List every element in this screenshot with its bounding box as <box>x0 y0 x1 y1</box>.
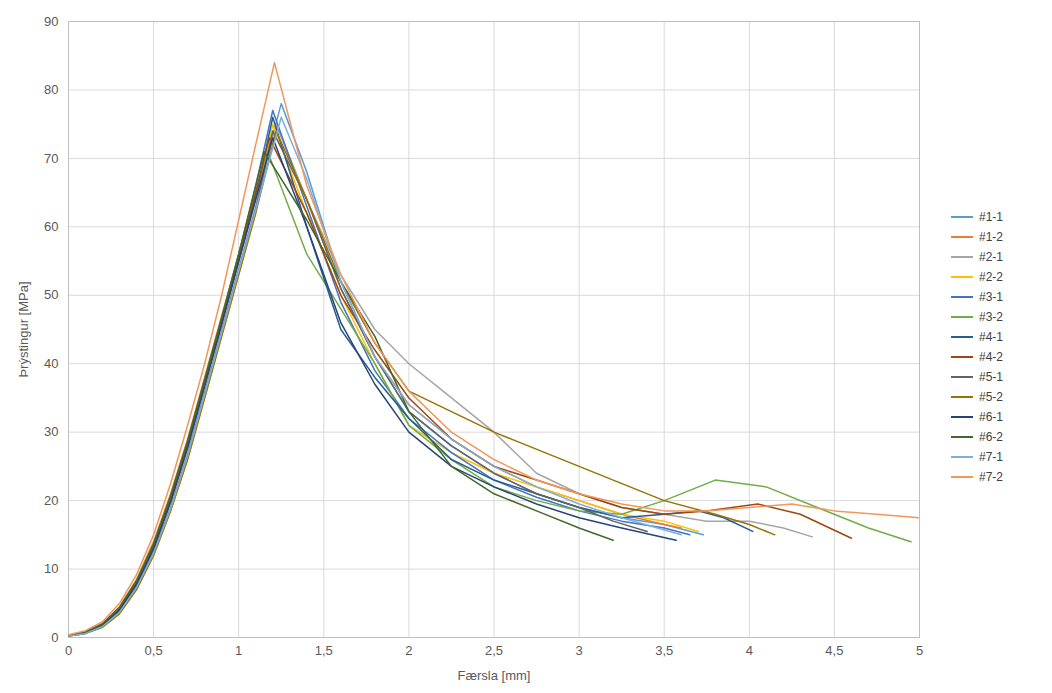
svg-text:60: 60 <box>44 218 58 233</box>
svg-text:4: 4 <box>746 642 753 657</box>
svg-text:40: 40 <box>44 355 58 370</box>
html-text:#4-2: #4-2 <box>979 349 1003 364</box>
html-text:#7-1: #7-1 <box>979 449 1003 464</box>
html-text:#3-1: #3-1 <box>979 289 1003 304</box>
svg-text:1: 1 <box>235 642 242 657</box>
svg-text:3: 3 <box>575 642 582 657</box>
svg-text:Færsla [mm]: Færsla [mm] <box>458 667 531 682</box>
svg-text:80: 80 <box>44 82 58 97</box>
html-text:#3-2: #3-2 <box>979 309 1003 324</box>
svg-text:10: 10 <box>44 561 58 576</box>
html-text:#2-2: #2-2 <box>979 269 1003 284</box>
html-text:#4-1: #4-1 <box>979 329 1003 344</box>
svg-text:70: 70 <box>44 150 58 165</box>
svg-text:0: 0 <box>51 629 58 644</box>
svg-text:0,5: 0,5 <box>145 642 163 657</box>
svg-text:20: 20 <box>44 492 58 507</box>
html-text:#1-2: #1-2 <box>979 229 1003 244</box>
svg-text:0: 0 <box>65 642 72 657</box>
svg-text:3,5: 3,5 <box>655 642 673 657</box>
svg-text:2,5: 2,5 <box>485 642 503 657</box>
svg-text:90: 90 <box>44 13 58 28</box>
svg-text:5: 5 <box>916 642 923 657</box>
svg-text:30: 30 <box>44 424 58 439</box>
html-text:#6-2: #6-2 <box>979 429 1003 444</box>
svg-text:50: 50 <box>44 287 58 302</box>
html-text:#5-2: #5-2 <box>979 389 1003 404</box>
html-text:#7-2: #7-2 <box>979 469 1003 484</box>
svg-text:Þrýstingur [MPa]: Þrýstingur [MPa] <box>16 281 31 377</box>
svg-text:2: 2 <box>405 642 412 657</box>
svg-text:1,5: 1,5 <box>315 642 333 657</box>
html-text:#2-1: #2-1 <box>979 249 1003 264</box>
svg-text:4,5: 4,5 <box>825 642 843 657</box>
html-text:#6-1: #6-1 <box>979 409 1003 424</box>
html-text:#5-1: #5-1 <box>979 369 1003 384</box>
html-text:#1-1: #1-1 <box>979 209 1003 224</box>
